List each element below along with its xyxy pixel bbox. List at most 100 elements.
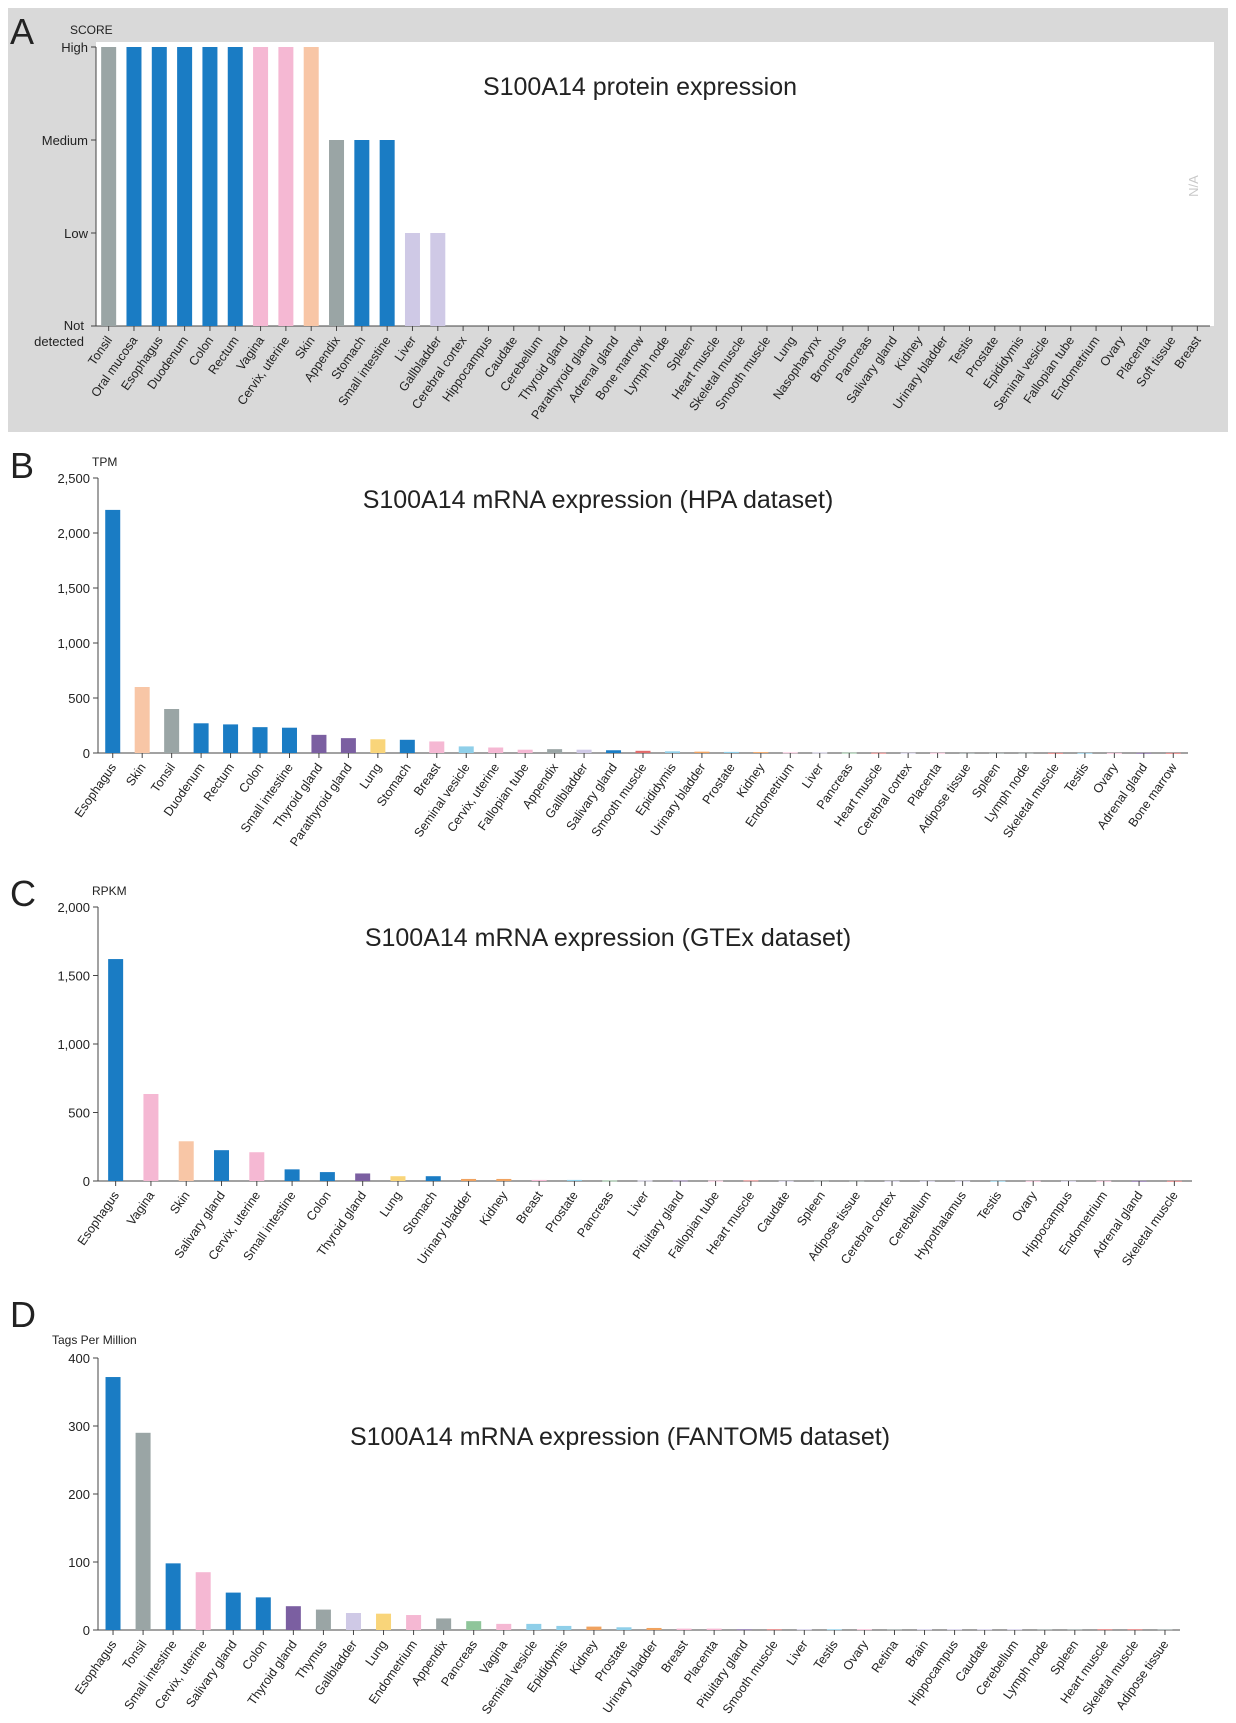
- chart-a-bar: [329, 140, 345, 326]
- chart-d-bar: [947, 1629, 963, 1631]
- chart-d-category-label: Liver: [784, 1638, 811, 1668]
- chart-d-bar: [225, 1592, 241, 1630]
- chart-c-category-label: Skin: [167, 1189, 192, 1217]
- chart-c-bar: [178, 1141, 194, 1181]
- chart-d-category-label: Colon: [240, 1638, 270, 1673]
- chart-a-bar: [379, 140, 395, 326]
- chart-c-category-label: Caudate: [754, 1189, 793, 1236]
- chart-d-bar: [616, 1627, 632, 1630]
- chart-c-bar: [566, 1179, 582, 1181]
- chart-d-bar: [1067, 1629, 1083, 1631]
- chart-a-ytick-label: Medium: [42, 133, 88, 148]
- chart-d-bar: [796, 1629, 812, 1631]
- chart-d-category-label: Tonsil: [120, 1638, 150, 1672]
- chart-b-ytick-label: 2,000: [57, 526, 90, 541]
- chart-b-bar: [193, 723, 209, 753]
- chart-c-title: S100A14 mRNA expression (GTEx dataset): [365, 924, 851, 952]
- chart-b-bar: [694, 751, 710, 753]
- chart-d-bar: [105, 1377, 121, 1630]
- chart-b-category-label: Tonsil: [148, 761, 178, 795]
- chart-d-bar: [255, 1597, 271, 1630]
- chart-c-bar: [319, 1172, 335, 1181]
- chart-b-category-label: Rectum: [201, 761, 237, 804]
- chart-d-bar: [646, 1627, 662, 1630]
- chart-c-ytick-label: 2,000: [57, 900, 90, 915]
- chart-c-bar: [602, 1180, 618, 1182]
- panel-b-letter: B: [10, 445, 34, 486]
- panel-b: B S100A14 mRNA expression (HPA dataset) T…: [10, 445, 1188, 849]
- chart-d-bar: [1157, 1629, 1173, 1631]
- chart-b-category-label: Skin: [123, 761, 148, 789]
- chart-b-bar: [517, 749, 533, 753]
- chart-c-category-label: Liver: [624, 1189, 651, 1219]
- chart-b-bar: [281, 727, 297, 753]
- chart-d-ytick-label: 200: [68, 1487, 90, 1502]
- chart-b-bar: [164, 709, 180, 753]
- chart-d-bar: [977, 1629, 993, 1631]
- chart-c-bar: [496, 1178, 512, 1181]
- chart-c-category-label: Spleen: [794, 1189, 828, 1229]
- chart-c-ytick-label: 1,500: [57, 969, 90, 984]
- chart-d-bar: [1097, 1629, 1113, 1631]
- chart-c-bar: [284, 1169, 300, 1181]
- chart-d-bar: [496, 1623, 512, 1630]
- chart-b-bar: [223, 724, 239, 753]
- chart-a-bar: [354, 140, 370, 326]
- chart-b-bar: [252, 727, 268, 753]
- chart-c-category-label: Colon: [304, 1189, 334, 1224]
- panel-c: C S100A14 mRNA expression (GTEx dataset)…: [10, 873, 1192, 1268]
- chart-c-bar: [355, 1173, 371, 1181]
- chart-d-category-label: Esophagus: [72, 1638, 119, 1697]
- chart-d-bar: [345, 1613, 361, 1630]
- chart-c-bar: [531, 1179, 547, 1181]
- chart-b-ytick-label: 0: [83, 746, 90, 761]
- chart-d-ytick-label: 300: [68, 1419, 90, 1434]
- chart-d-bar: [856, 1629, 872, 1631]
- chart-b-title: S100A14 mRNA expression (HPA dataset): [363, 486, 834, 514]
- chart-c-ylabel: RPKM: [92, 884, 127, 898]
- chart-d-bar: [586, 1626, 602, 1630]
- chart-a-bar: [303, 47, 319, 326]
- chart-c-category-label: Testis: [975, 1189, 1005, 1223]
- chart-c-bar: [461, 1178, 477, 1181]
- chart-d-ylabel: Tags Per Million: [52, 1333, 137, 1347]
- chart-a-na-annotation: N/A: [1186, 175, 1201, 197]
- chart-d-bar: [376, 1613, 392, 1630]
- chart-d-bar: [917, 1629, 933, 1631]
- chart-d-bar: [1007, 1629, 1023, 1631]
- chart-d-category-label: Urinary bladder: [600, 1638, 660, 1716]
- chart-d-bar: [736, 1629, 752, 1631]
- chart-a-bar: [430, 233, 446, 326]
- chart-b-bar: [606, 750, 622, 753]
- chart-d-bar: [826, 1629, 842, 1631]
- chart-a-bar: [202, 47, 218, 326]
- chart-b-bar: [576, 749, 592, 753]
- chart-c-bar: [425, 1176, 441, 1181]
- panel-c-letter: C: [10, 873, 36, 914]
- chart-b-bar: [399, 739, 415, 753]
- chart-c: S100A14 mRNA expression (GTEx dataset) RP…: [57, 884, 1192, 1268]
- chart-d-bar: [556, 1625, 572, 1630]
- chart-a-ytick-label: Low: [64, 226, 88, 241]
- chart-d-bar: [526, 1623, 542, 1630]
- chart-b-bar: [664, 751, 680, 753]
- chart-d-category-label: Lung: [363, 1638, 390, 1669]
- chart-a-bar: [227, 47, 243, 326]
- chart-b-bar: [635, 750, 651, 753]
- chart-b: S100A14 mRNA expression (HPA dataset) TPM…: [57, 455, 1188, 849]
- chart-c-ytick-label: 0: [83, 1174, 90, 1189]
- chart-a-ytick-label: High: [61, 40, 88, 55]
- chart-d-bar: [165, 1563, 181, 1630]
- chart-d-bar: [195, 1572, 211, 1630]
- chart-b-bar: [547, 749, 563, 753]
- chart-c-bar: [249, 1152, 265, 1181]
- panel-a-letter: A: [10, 11, 34, 52]
- chart-c-category-label: Ovary: [1009, 1188, 1040, 1224]
- chart-d-ytick-label: 100: [68, 1555, 90, 1570]
- chart-b-bar: [753, 752, 769, 753]
- chart-b-ytick-label: 1,500: [57, 581, 90, 596]
- chart-c-bar: [390, 1176, 406, 1181]
- chart-d-bar: [285, 1606, 301, 1630]
- chart-d-bar: [766, 1629, 782, 1631]
